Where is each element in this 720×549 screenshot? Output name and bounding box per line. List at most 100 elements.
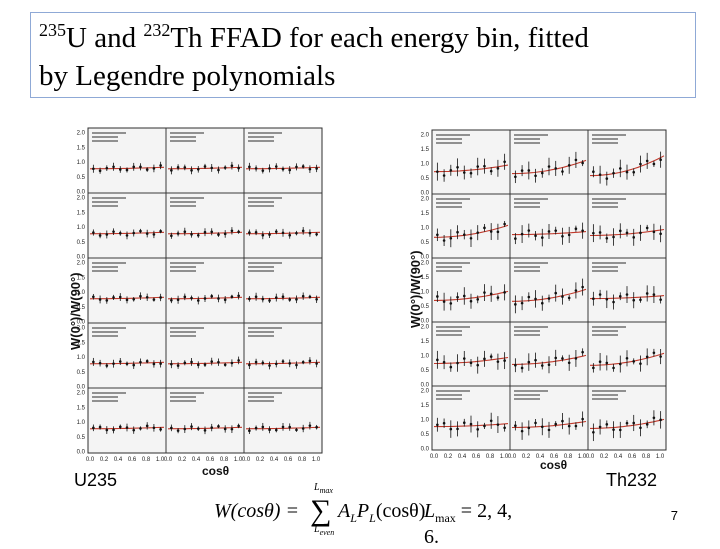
th232-data-point [581,417,584,421]
u235-data-point [274,362,278,366]
u235-data-point [281,295,285,299]
u235-data-point [315,425,318,429]
title-th: Th FFAD for each energy bin, fitted [170,22,589,54]
u235-y-tick: 2.0 [77,131,86,137]
th232-data-point [540,425,544,429]
u235-y-tick: 1.0 [77,355,86,361]
u235-data-point [308,359,312,363]
u235-data-point [268,233,271,236]
th232-data-point [581,229,584,232]
u235-data-point [203,363,207,366]
u235-data-point [125,362,129,366]
th232-x-tick: 0.6 [628,454,637,460]
u235-y-tick: 0.5 [77,175,86,181]
th232-data-point [592,231,595,235]
th232-data-point [547,428,551,432]
th232-data-point [514,424,517,428]
th232-data-point [554,356,558,360]
th232-data-point [639,298,642,302]
th232-data-point [503,359,506,362]
th232-data-point [652,162,656,166]
th232-data-point [645,159,649,163]
u235-data-point [261,361,265,365]
u235-data-point [190,360,193,364]
th232-data-point [489,292,493,296]
u235-data-point [105,233,109,236]
th232-data-point [462,357,466,360]
th232-data-point [618,362,622,366]
th232-data-point [645,292,649,295]
sum-symbol: ∑ [310,494,332,527]
u235-data-point [112,230,115,233]
th232-data-point [612,171,615,175]
u235-data-point [295,231,298,235]
u235-data-point [139,229,142,233]
th232-xlabel: cosθ [540,458,568,472]
u235-data-point [190,425,193,428]
u235-data-point [261,425,265,429]
u235-data-point [288,233,292,237]
th232-data-point [462,171,466,174]
th232-data-point [436,170,439,173]
th232-data-point [645,226,649,230]
th232-data-point [547,297,551,300]
title-u-mass: 235 [39,20,66,40]
u235-data-point [223,427,227,431]
u235-x-tick: 0.6 [206,457,215,463]
th232-data-point [527,295,531,299]
u235-data-point [145,295,149,299]
u235-data-point [274,428,278,432]
u235-y-tick: 2.0 [77,326,86,332]
u235-data-point [105,166,109,170]
u235-data-point [112,165,115,169]
th232-data-point [632,360,636,363]
th232-data-point [652,351,656,355]
u235-data-point [196,299,200,302]
u235-data-point [217,297,220,300]
th232-data-point [554,422,558,426]
u235-data-point [210,426,214,429]
th232-data-point [520,366,524,370]
th232-data-point [625,356,629,360]
th232-data-point [456,427,459,431]
th232-data-point [592,297,595,301]
u235-data-point [159,164,162,167]
th232-y-tick: 0.0 [421,447,430,453]
u235-data-point [118,425,122,429]
u235-data-point [145,168,149,171]
u235-x-tick: 0.2 [100,457,109,463]
th232-y-tick: 1.5 [421,211,430,217]
u235-x-tick: 1.0 [312,457,321,463]
u235-data-point [315,297,318,301]
u235-data-point [132,428,136,432]
u235-data-point [98,361,102,365]
u235-x-tick: 0.0 [242,457,251,463]
u235-data-point [223,166,227,169]
th232-data-point [496,296,500,299]
u235-data-point [132,363,136,367]
th232-data-point [652,230,656,234]
th232-data-point [618,294,622,298]
u235-data-point [183,361,187,365]
th232-data-point [503,291,506,294]
th232-data-point [527,360,531,364]
u235-data-point [223,298,227,302]
u235-data-point [92,231,95,234]
th232-data-point [632,421,636,425]
th232-data-point [605,177,609,180]
u235-ylabel: W(0°)/W(90°) [68,272,83,350]
u235-data-point [210,360,214,363]
th232-y-tick: 1.0 [421,354,430,360]
th232-data-point [540,236,544,239]
th232-y-tick: 0.5 [421,176,430,182]
u235-data-point [254,426,258,430]
u235-data-point [132,297,136,301]
u235-data-point [105,428,109,432]
u235-data-point [254,230,258,234]
u235-data-point [308,167,312,171]
th232-data-point [639,231,642,235]
u235-data-point [176,364,180,367]
u235-data-point [288,362,292,365]
u235-data-point [196,233,200,237]
th232-x-tick: 0.4 [458,454,467,460]
